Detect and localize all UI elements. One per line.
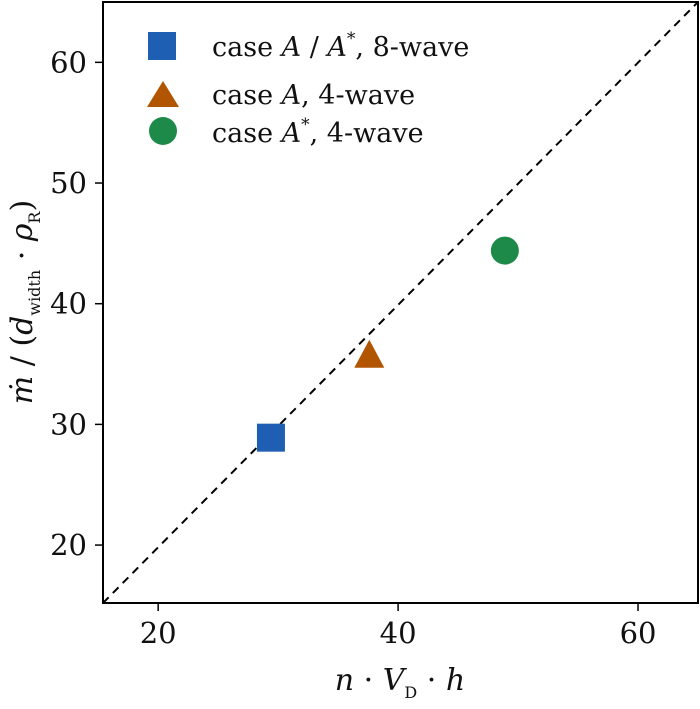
x-tick-label: 20 [140, 616, 177, 650]
data-point-circle [490, 236, 519, 265]
legend-marker-triangle [147, 81, 179, 107]
legend-marker-circle [149, 117, 177, 145]
y-tick-label: 30 [50, 407, 87, 441]
data-point-square [256, 423, 285, 452]
axis-ticks: 20 40 60 20 30 40 50 60 [50, 45, 656, 650]
x-axis-label: n · VD · h [335, 663, 465, 702]
legend-label-case-astar-4-wave: case A*, 4-wave [212, 115, 424, 149]
data-point-triangle [354, 339, 385, 368]
legend: case A / A*, 8-wave case A, 4-wave case … [147, 29, 469, 149]
y-axis-label: ṁ / (dwidth · ρR) [5, 200, 44, 404]
reference-line [102, 1, 699, 604]
x-tick-label: 60 [620, 616, 657, 650]
data-markers [256, 236, 519, 452]
y-tick-label: 20 [50, 528, 87, 562]
x-tick-label: 40 [380, 616, 417, 650]
legend-label-case-a-4-wave: case A, 4-wave [212, 80, 415, 111]
legend-label-8-wave: case A / A*, 8-wave [212, 29, 469, 63]
y-tick-label: 60 [50, 45, 87, 79]
y-tick-label: 50 [50, 166, 87, 200]
plot-frame [102, 1, 699, 604]
legend-marker-square [148, 32, 176, 60]
y-tick-label: 40 [50, 287, 87, 321]
